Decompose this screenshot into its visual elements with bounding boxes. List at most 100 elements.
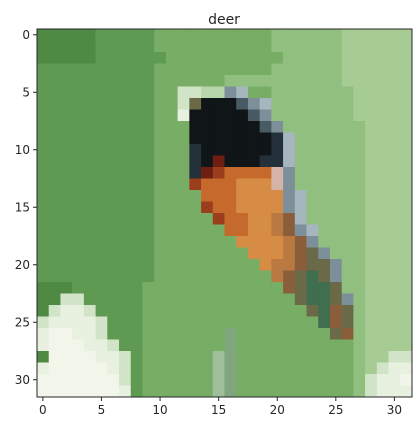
image-pixel xyxy=(107,385,120,398)
image-pixel xyxy=(130,52,143,64)
image-pixel xyxy=(130,282,143,294)
image-pixel xyxy=(130,121,143,133)
image-pixel xyxy=(247,339,261,352)
image-pixel xyxy=(72,351,85,363)
image-pixel xyxy=(400,339,413,352)
image-pixel xyxy=(365,121,378,133)
image-pixel xyxy=(177,167,190,179)
image-pixel xyxy=(224,293,237,306)
image-pixel xyxy=(341,98,354,110)
image-pixel xyxy=(60,75,73,87)
image-pixel xyxy=(365,98,378,110)
image-pixel xyxy=(72,213,85,225)
image-pixel xyxy=(165,75,178,87)
image-pixel xyxy=(60,29,73,41)
image-pixel xyxy=(388,270,401,283)
image-pixel xyxy=(177,351,190,363)
image-pixel xyxy=(283,40,296,53)
image-pixel xyxy=(119,316,132,329)
y-tick-label: 5 xyxy=(22,85,30,99)
image-pixel xyxy=(341,132,354,145)
image-pixel xyxy=(400,259,413,271)
image-pixel xyxy=(154,63,167,76)
image-pixel xyxy=(329,109,343,122)
image-pixel xyxy=(271,293,284,306)
image-pixel xyxy=(329,236,343,248)
image-pixel xyxy=(294,247,307,260)
image-pixel xyxy=(48,259,61,271)
image-pixel xyxy=(154,29,167,41)
image-pixel xyxy=(72,270,85,283)
image-pixel xyxy=(95,75,108,87)
image-pixel xyxy=(400,121,413,133)
image-pixel xyxy=(201,86,214,99)
image-pixel xyxy=(236,132,249,145)
image-pixel xyxy=(154,351,167,363)
image-pixel xyxy=(37,98,50,110)
image-pixel xyxy=(95,351,108,363)
image-pixel xyxy=(130,328,143,340)
image-pixel xyxy=(95,63,108,76)
image-pixel xyxy=(142,305,155,317)
image-pixel xyxy=(107,247,120,260)
y-tick-label: 10 xyxy=(15,143,30,157)
image-pixel xyxy=(318,109,331,122)
image-pixel xyxy=(341,201,354,214)
image-pixel xyxy=(306,362,319,375)
image-pixel xyxy=(107,190,120,202)
image-pixel xyxy=(247,144,261,156)
image-pixel xyxy=(353,259,366,271)
image-pixel xyxy=(165,351,178,363)
image-pixel xyxy=(177,385,190,398)
image-pixel xyxy=(365,213,378,225)
image-pixel xyxy=(376,316,389,329)
image-pixel xyxy=(400,224,413,237)
image-pixel xyxy=(294,328,307,340)
image-pixel xyxy=(224,305,237,317)
image-pixel xyxy=(165,121,178,133)
image-pixel xyxy=(119,385,132,398)
x-axis: 0 5 10 15 20 25 30 xyxy=(39,397,402,417)
image-pixel xyxy=(189,63,202,76)
image-pixel xyxy=(259,52,272,64)
image-pixel xyxy=(154,328,167,340)
image-pixel xyxy=(341,155,354,168)
image-pixel xyxy=(247,132,261,145)
image-pixel xyxy=(95,29,108,41)
image-pixel xyxy=(212,374,225,386)
image-pixel xyxy=(283,167,296,179)
image-pixel xyxy=(177,121,190,133)
image-pixel xyxy=(165,98,178,110)
image-pixel xyxy=(247,86,261,99)
image-pixel xyxy=(60,374,73,386)
image-pixel xyxy=(37,282,50,294)
image-pixel xyxy=(236,40,249,53)
image-pixel xyxy=(37,374,50,386)
image-pixel xyxy=(142,75,155,87)
image-pixel xyxy=(83,270,96,283)
image-pixel xyxy=(201,121,214,133)
image-pixel xyxy=(259,362,272,375)
image-pixel xyxy=(271,167,284,179)
image-pixel xyxy=(212,167,225,179)
image-pixel xyxy=(294,29,307,41)
image-pixel xyxy=(201,270,214,283)
image-pixel xyxy=(48,282,61,294)
image-pixel xyxy=(236,282,249,294)
image-pixel xyxy=(165,29,178,41)
image-pixel xyxy=(37,293,50,306)
image-pixel xyxy=(306,385,319,398)
image-pixel xyxy=(177,98,190,110)
image-pixel xyxy=(388,132,401,145)
image-pixel xyxy=(142,259,155,271)
image-pixel xyxy=(119,190,132,202)
image-pixel xyxy=(376,167,389,179)
image-pixel xyxy=(388,236,401,248)
image-pixel xyxy=(353,132,366,145)
image-pixel xyxy=(83,259,96,271)
image-pixel xyxy=(224,316,237,329)
image-pixel xyxy=(294,52,307,64)
image-pixel xyxy=(130,155,143,168)
image-pixel xyxy=(236,328,249,340)
image-pixel xyxy=(154,201,167,214)
